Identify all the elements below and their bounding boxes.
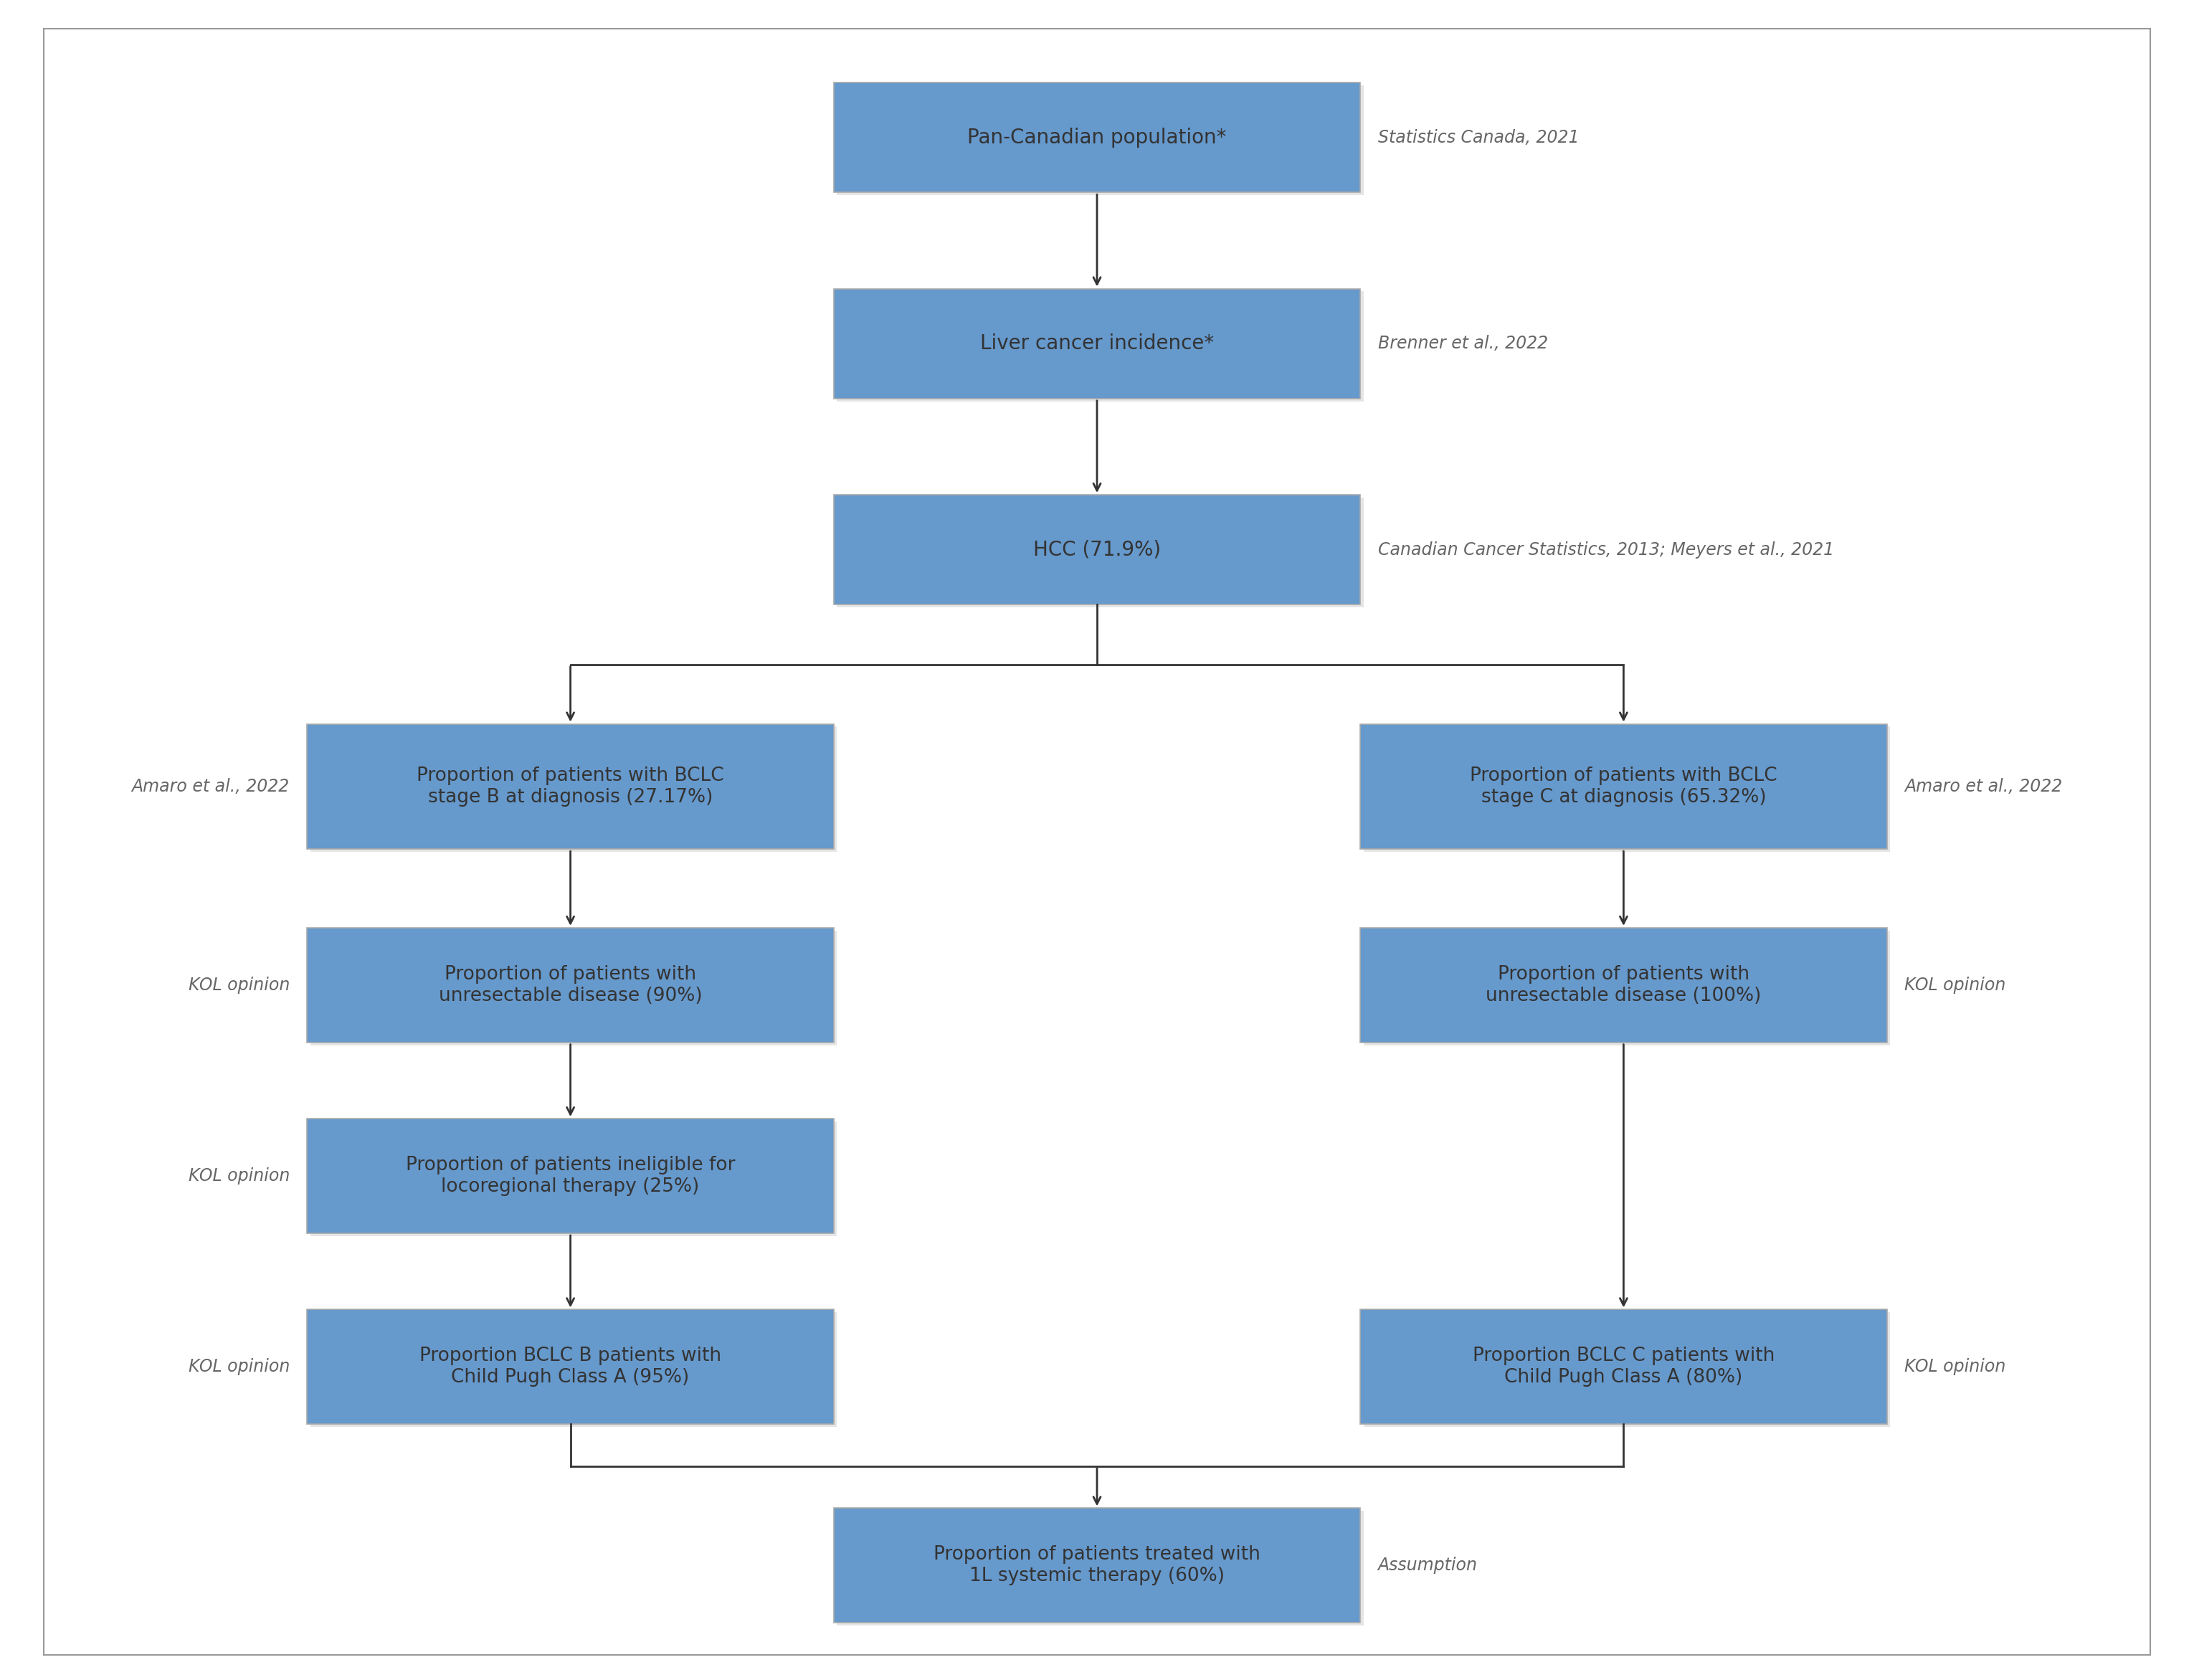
Text: Proportion of patients with BCLC
stage B at diagnosis (27.17%): Proportion of patients with BCLC stage B… <box>417 766 724 806</box>
FancyBboxPatch shape <box>312 1312 836 1426</box>
Text: Canadian Cancer Statistics, 2013; Meyers et al., 2021: Canadian Cancer Statistics, 2013; Meyers… <box>1378 541 1834 558</box>
Text: Brenner et al., 2022: Brenner et al., 2022 <box>1378 334 1547 353</box>
Text: Proportion BCLC C patients with
Child Pugh Class A (80%): Proportion BCLC C patients with Child Pu… <box>1472 1347 1775 1388</box>
FancyBboxPatch shape <box>834 1509 1360 1623</box>
Text: Amaro et al., 2022: Amaro et al., 2022 <box>1904 778 2062 795</box>
Text: Liver cancer incidence*: Liver cancer incidence* <box>981 334 1213 354</box>
Text: Statistics Canada, 2021: Statistics Canada, 2021 <box>1378 129 1580 146</box>
FancyBboxPatch shape <box>836 1510 1362 1626</box>
FancyBboxPatch shape <box>312 1122 836 1236</box>
FancyBboxPatch shape <box>834 82 1360 193</box>
Text: Proportion of patients with
unresectable disease (90%): Proportion of patients with unresectable… <box>439 964 702 1005</box>
Text: Pan-Canadian population*: Pan-Canadian population* <box>968 128 1226 148</box>
Text: KOL opinion: KOL opinion <box>1904 1359 2005 1376</box>
Text: KOL opinion: KOL opinion <box>189 976 290 993</box>
Text: Proportion of patients treated with
1L systemic therapy (60%): Proportion of patients treated with 1L s… <box>935 1546 1259 1586</box>
FancyBboxPatch shape <box>1360 1310 1887 1425</box>
Text: Proportion of patients with
unresectable disease (100%): Proportion of patients with unresectable… <box>1485 964 1762 1005</box>
FancyBboxPatch shape <box>312 931 836 1045</box>
FancyBboxPatch shape <box>1362 931 1889 1045</box>
FancyBboxPatch shape <box>307 927 834 1042</box>
Text: Proportion of patients ineligible for
locoregional therapy (25%): Proportion of patients ineligible for lo… <box>406 1156 735 1196</box>
Text: KOL opinion: KOL opinion <box>1904 976 2005 993</box>
Text: KOL opinion: KOL opinion <box>189 1359 290 1376</box>
Text: KOL opinion: KOL opinion <box>189 1168 290 1184</box>
FancyBboxPatch shape <box>836 291 1362 402</box>
FancyBboxPatch shape <box>1360 927 1887 1042</box>
Text: Proportion BCLC B patients with
Child Pugh Class A (95%): Proportion BCLC B patients with Child Pu… <box>419 1347 722 1388</box>
FancyBboxPatch shape <box>312 727 836 852</box>
FancyBboxPatch shape <box>307 1310 834 1425</box>
FancyBboxPatch shape <box>834 496 1360 605</box>
FancyBboxPatch shape <box>1362 727 1889 852</box>
FancyBboxPatch shape <box>834 289 1360 398</box>
FancyBboxPatch shape <box>307 724 834 848</box>
FancyBboxPatch shape <box>1362 1312 1889 1426</box>
Text: Assumption: Assumption <box>1378 1557 1477 1574</box>
FancyBboxPatch shape <box>836 497 1362 608</box>
Text: Amaro et al., 2022: Amaro et al., 2022 <box>132 778 290 795</box>
FancyBboxPatch shape <box>836 86 1362 195</box>
FancyBboxPatch shape <box>307 1119 834 1233</box>
Text: HCC (71.9%): HCC (71.9%) <box>1033 539 1161 559</box>
FancyBboxPatch shape <box>1360 724 1887 848</box>
Text: Proportion of patients with BCLC
stage C at diagnosis (65.32%): Proportion of patients with BCLC stage C… <box>1470 766 1777 806</box>
